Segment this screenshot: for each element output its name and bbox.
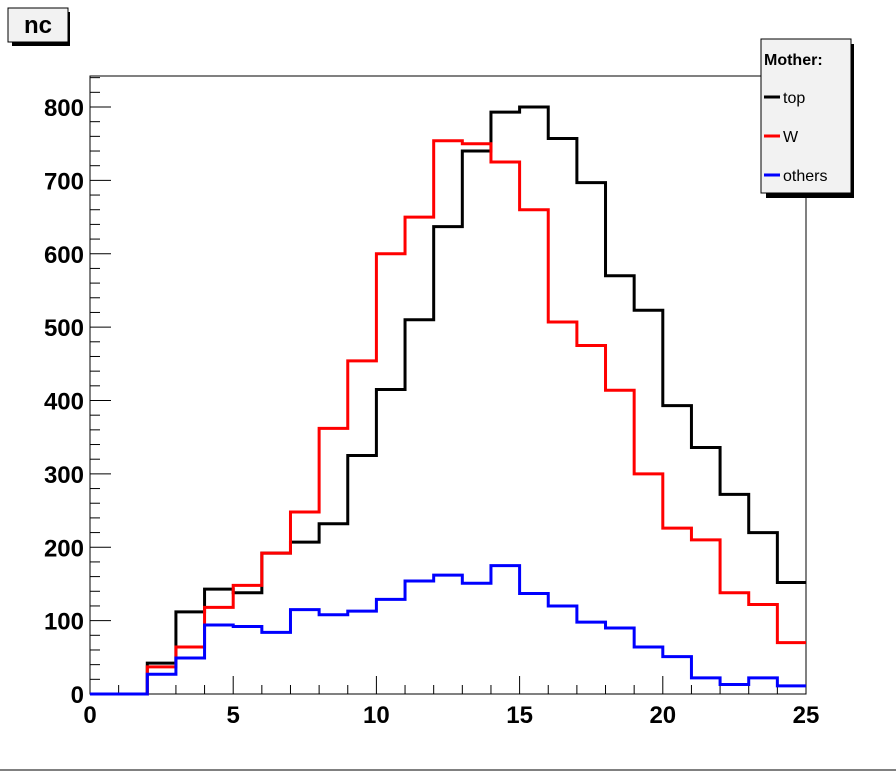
y-tick-label: 500 xyxy=(44,315,84,342)
series-top xyxy=(90,105,806,696)
y-tick-label: 600 xyxy=(44,242,84,269)
x-tick-label: 25 xyxy=(793,702,820,729)
y-tick-label: 0 xyxy=(71,682,84,709)
y-tick-label: 800 xyxy=(44,95,84,122)
title-frame xyxy=(7,7,69,43)
y-tick-label: 100 xyxy=(44,609,84,636)
x-tick-label: 0 xyxy=(83,702,96,729)
y-tick-label: 700 xyxy=(44,168,84,195)
x-tick-label: 20 xyxy=(649,702,676,729)
legend-label-W: W xyxy=(783,129,799,146)
legend-label-top: top xyxy=(783,90,805,107)
y-tick-label: 400 xyxy=(44,389,84,416)
x-tick-label: 15 xyxy=(506,702,533,729)
series-W xyxy=(90,139,806,696)
series-others xyxy=(90,564,806,696)
x-tick-label: 10 xyxy=(363,702,390,729)
title-box: nc xyxy=(7,7,70,46)
y-tick-label: 200 xyxy=(44,535,84,562)
x-tick-label: 5 xyxy=(227,702,240,729)
legend-frame xyxy=(760,38,852,194)
legend-label-others: others xyxy=(783,168,827,185)
plot-frame xyxy=(89,75,807,695)
y-tick-label: 300 xyxy=(44,462,84,489)
chart-title: nc xyxy=(24,12,52,39)
legend-title: Mother: xyxy=(764,52,823,69)
